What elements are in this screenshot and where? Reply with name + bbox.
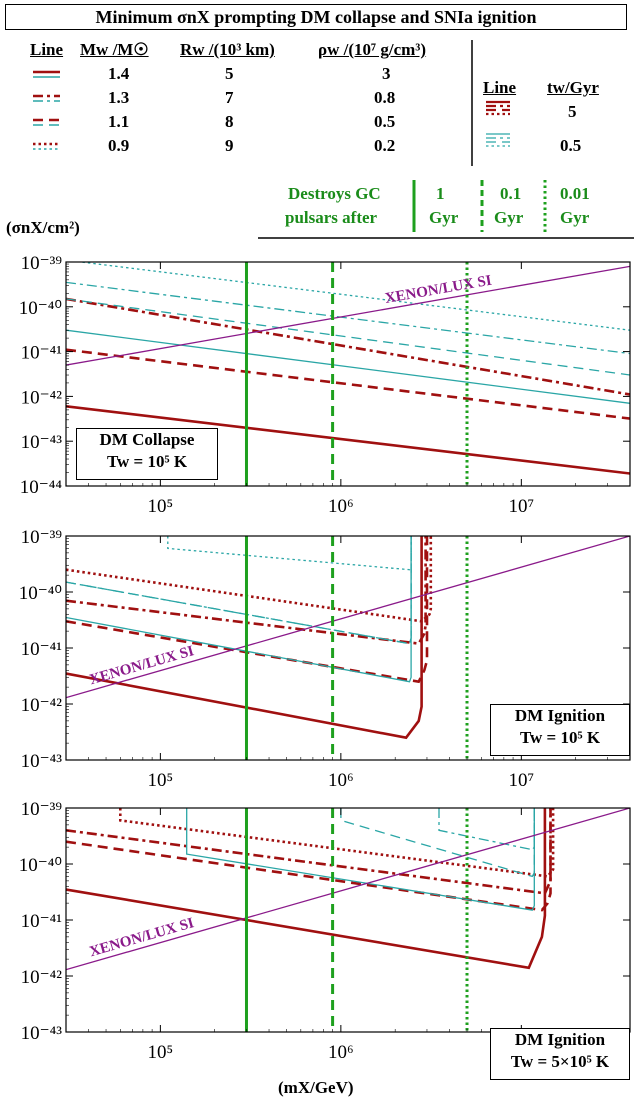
wd-row-density: 3	[382, 64, 391, 83]
pulsar-legend-unit: Gyr	[429, 208, 459, 227]
y-tick-label: 10⁻⁴⁰	[19, 855, 62, 876]
x-tick-label: 10⁶	[328, 496, 354, 517]
x-tick-label: 10⁵	[148, 1042, 174, 1063]
panel-label-line1: DM Ignition	[514, 1030, 606, 1049]
series-line-red-dotted	[66, 536, 433, 623]
pulsar-legend-unit: Gyr	[494, 208, 524, 227]
y-tick-label: 10⁻⁴²	[21, 695, 63, 716]
series-line-teal-dashed	[66, 298, 630, 376]
series-line-teal-dash-dot	[66, 536, 412, 645]
series-line-teal-dashed	[340, 808, 535, 878]
y-axis-label: (σnX/cm²)	[6, 218, 80, 237]
wd-header-density: ρw /(10⁷ g/cm³)	[318, 40, 427, 59]
wd-header-line: Line	[30, 40, 64, 59]
wd-header-mass: Mw /M☉	[80, 40, 149, 59]
y-tick-label: 10⁻⁴¹	[21, 343, 63, 364]
pulsar-legend-time: 1	[436, 184, 445, 203]
y-tick-label: 10⁻⁴¹	[21, 639, 63, 660]
wd-row-radius: 5	[225, 64, 234, 83]
xenon-lux-label: XENON/LUX SI	[88, 915, 196, 960]
pulsar-legend-time: 0.1	[500, 184, 522, 203]
series-line-teal-dash-dot	[66, 281, 630, 355]
chart-title: Minimum σnX prompting DM collapse and SN…	[5, 4, 627, 30]
series-line-red-dash-dot	[66, 536, 427, 645]
series-line-teal-dotted	[76, 262, 630, 331]
y-tick-label: 10⁻⁴⁴	[20, 477, 63, 498]
y-tick-label: 10⁻³⁹	[21, 799, 63, 820]
panel-label-line1: DM Collapse	[99, 430, 195, 449]
age-header-age: tw/Gyr	[547, 78, 599, 97]
x-axis-label: (mX/GeV)	[278, 1078, 354, 1097]
x-tick-label: 10⁷	[509, 770, 535, 791]
y-tick-label: 10⁻⁴²	[21, 967, 63, 988]
pulsar-legend-label: Destroys GC	[288, 184, 381, 203]
wd-row-radius: 9	[225, 136, 234, 155]
wd-row-density: 0.5	[374, 112, 396, 131]
series-line-teal-dash-dot	[438, 808, 535, 851]
xenon-lux-line	[66, 536, 630, 699]
plot-area: XENON/LUX SI	[66, 808, 630, 1032]
series-line-teal-solid	[186, 808, 535, 911]
series-line-teal-dotted	[167, 536, 412, 571]
xenon-lux-label: XENON/LUX SI	[384, 273, 493, 307]
xenon-lux-line	[66, 808, 630, 971]
series-line-red-dash-dot	[66, 808, 552, 895]
wd-header-radius: Rw /(10³ km)	[180, 40, 275, 59]
series-line-red-dashed	[66, 348, 630, 420]
pulsar-legend-label: pulsars after	[285, 208, 378, 227]
y-tick-label: 10⁻⁴³	[21, 1023, 63, 1044]
y-tick-label: 10⁻⁴²	[21, 387, 63, 408]
x-tick-label: 10⁷	[509, 496, 535, 517]
series-line-red-solid	[66, 808, 547, 970]
series-line-red-solid	[66, 405, 630, 475]
y-tick-label: 10⁻⁴³	[21, 751, 63, 772]
series-line-red-solid	[66, 536, 423, 740]
wd-row-density: 0.2	[374, 136, 396, 155]
plot-area: XENON/LUX SI	[66, 262, 630, 486]
x-tick-label: 10⁶	[328, 1042, 354, 1063]
panel-label-box: DM Ignition Tw = 10⁵ K	[490, 704, 630, 756]
xenon-lux-line	[66, 265, 630, 366]
wd-row-radius: 8	[225, 112, 234, 131]
wd-row-density: 0.8	[374, 88, 396, 107]
wd-row-radius: 7	[225, 88, 234, 107]
panel-label-line1: DM Ignition	[514, 706, 606, 725]
pulsar-legend-time: 0.01	[560, 184, 590, 203]
wd-row-mass: 1.1	[108, 112, 130, 131]
age-header-line: Line	[483, 78, 517, 97]
xenon-lux-label: XENON/LUX SI	[88, 643, 196, 688]
x-tick-label: 10⁵	[148, 496, 174, 517]
x-tick-label: 10⁶	[328, 770, 354, 791]
wd-row-mass: 0.9	[108, 136, 130, 155]
series-line-red-dashed	[66, 808, 552, 912]
wd-row-mass: 1.4	[108, 64, 130, 83]
panel-label-line2: Tw = 10⁵ K	[106, 452, 188, 471]
series-line-teal-solid	[66, 329, 630, 404]
wd-row-mass: 1.3	[108, 88, 130, 107]
x-tick-label: 10⁵	[148, 770, 174, 791]
y-tick-label: 10⁻³⁹	[21, 527, 63, 548]
panel-label-box: DM Collapse Tw = 10⁵ K	[76, 428, 218, 480]
panel-label-line2: Tw = 5×10⁵ K	[510, 1052, 610, 1071]
y-tick-label: 10⁻⁴³	[21, 432, 63, 453]
series-line-red-dashed	[66, 536, 429, 684]
panel-label-line2: Tw = 10⁵ K	[519, 728, 601, 747]
y-tick-label: 10⁻⁴⁰	[19, 298, 62, 319]
pulsar-legend-unit: Gyr	[560, 208, 590, 227]
series-line-red-dash-dot	[66, 297, 630, 396]
age-row-value: 5	[568, 102, 577, 121]
y-tick-label: 10⁻⁴⁰	[19, 583, 62, 604]
age-row-value: 0.5	[560, 136, 582, 155]
panel-label-box: DM Ignition Tw = 5×10⁵ K	[490, 1028, 630, 1080]
y-tick-label: 10⁻⁴¹	[21, 911, 63, 932]
y-tick-label: 10⁻³⁹	[21, 253, 63, 274]
plot-frame	[65, 261, 631, 487]
series-line-teal-solid	[66, 536, 412, 683]
